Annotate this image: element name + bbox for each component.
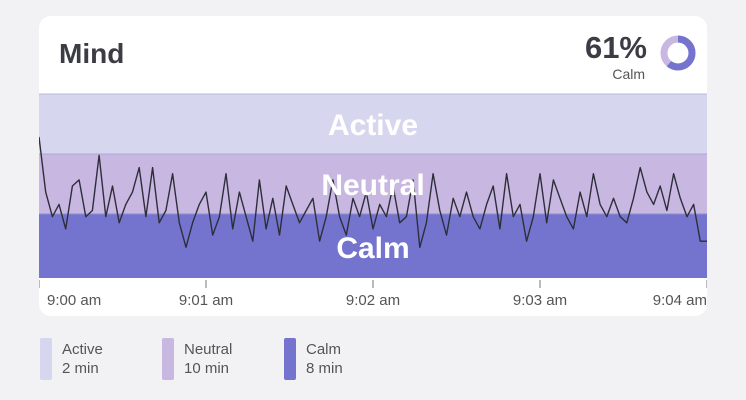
series-line (39, 136, 707, 249)
donut-arc (660, 35, 696, 71)
legend-value-active: 2 min (62, 360, 99, 377)
legend-label-active: Active (62, 341, 103, 358)
x-tick-label: 9:01 am (179, 292, 233, 309)
card-title: Mind (59, 38, 125, 69)
calm-donut-icon (660, 35, 696, 71)
legend-value-calm: 8 min (306, 360, 343, 377)
x-tick-label: 9:00 am (47, 292, 101, 309)
x-tick-label: 9:04 am (653, 292, 707, 309)
legend: Active 2 min Neutral 10 min Calm 8 min (40, 338, 720, 382)
x-tick-label: 9:02 am (346, 292, 400, 309)
legend-label-calm: Calm (306, 341, 342, 358)
legend-value-neutral: 10 min (184, 360, 230, 377)
band-label-active: Active (328, 109, 418, 142)
mind-chart: Active Neutral Calm 9:00 am 9:01 am 9:02 a… (39, 93, 707, 309)
calm-percent-label: Calm (612, 66, 645, 82)
band-label-calm: Calm (336, 232, 409, 265)
calm-percent: 61% (584, 30, 647, 65)
legend-swatch-active (40, 338, 52, 380)
band-calm (39, 214, 707, 278)
legend-label-neutral: Neutral (184, 341, 233, 358)
x-axis: 9:00 am 9:01 am 9:02 am 9:03 am 9:04 am (39, 280, 707, 309)
legend-swatch-neutral (162, 338, 174, 380)
band-label-neutral: Neutral (321, 169, 424, 202)
x-tick-label: 9:03 am (513, 292, 567, 309)
band-active (39, 94, 707, 154)
legend-swatch-calm (284, 338, 296, 380)
